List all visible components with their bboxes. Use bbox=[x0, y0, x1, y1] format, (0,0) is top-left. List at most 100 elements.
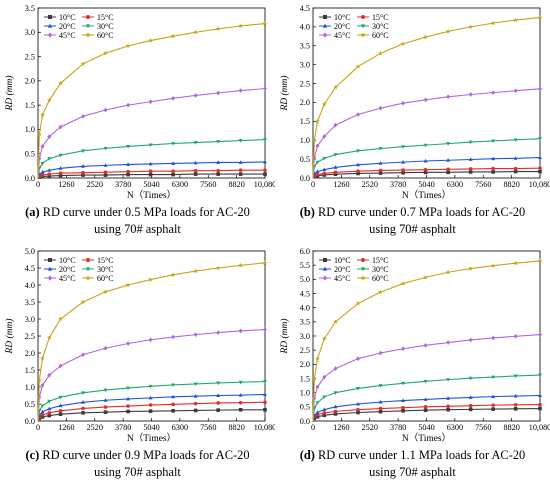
data-point bbox=[47, 172, 52, 176]
x-tick-label: 10,080 bbox=[254, 180, 275, 189]
data-point bbox=[468, 337, 473, 343]
y-tick-label: 2.0 bbox=[25, 349, 35, 358]
data-point bbox=[378, 105, 383, 111]
data-point bbox=[103, 398, 108, 402]
data-point bbox=[40, 413, 45, 417]
data-point bbox=[193, 332, 198, 337]
data-point bbox=[513, 403, 518, 407]
chart-svg-c: 0.0 0.5 1.0 1.5 2.0 2.5 3.0 3.5 4.0 4.5 5.0 0 1260 25… bbox=[4, 247, 275, 443]
data-point bbox=[263, 392, 267, 396]
data-point bbox=[125, 43, 131, 48]
data-point bbox=[423, 143, 428, 148]
data-point bbox=[423, 397, 428, 401]
x-tick-label: 3780 bbox=[115, 180, 131, 189]
data-point bbox=[238, 160, 243, 164]
chart-svg-a: 0.0 0.5 1.0 1.5 2.0 2.5 3.0 3.5 0 1260 2520 3780 504… bbox=[4, 4, 275, 200]
y-axis-label: RD (mm) bbox=[279, 75, 290, 111]
y-tick-label: 5.0 bbox=[25, 247, 35, 256]
legend-swatch-marker bbox=[48, 15, 52, 19]
data-point bbox=[238, 380, 243, 385]
legend-label: 60°C bbox=[372, 274, 389, 283]
series-line bbox=[37, 161, 266, 179]
legend-label: 45°C bbox=[334, 274, 351, 283]
caption-line2-b: using 70# asphalt bbox=[369, 222, 456, 236]
legend-label: 60°C bbox=[97, 31, 114, 40]
y-tick-label: 0.0 bbox=[25, 417, 35, 426]
data-point bbox=[378, 350, 383, 356]
series-line bbox=[37, 22, 266, 179]
x-tick-label: 0 bbox=[311, 423, 315, 432]
data-point bbox=[238, 262, 244, 268]
legend-label: 20°C bbox=[59, 22, 76, 31]
y-axis-label: RD (mm) bbox=[4, 75, 15, 111]
data-point bbox=[401, 159, 406, 164]
data-point bbox=[80, 299, 86, 305]
legend-swatch-marker bbox=[47, 32, 53, 38]
data-point bbox=[148, 161, 153, 166]
data-point bbox=[311, 137, 317, 143]
data-point bbox=[333, 412, 338, 416]
data-point bbox=[446, 158, 451, 162]
data-point bbox=[423, 34, 428, 40]
legend-swatch-marker bbox=[361, 258, 365, 262]
y-tick-label: 2.5 bbox=[25, 332, 35, 341]
data-point bbox=[40, 409, 45, 414]
data-point bbox=[446, 170, 450, 175]
y-tick-label: 5.0 bbox=[300, 275, 310, 284]
x-tick-label: 5040 bbox=[418, 180, 434, 189]
series-line bbox=[37, 328, 266, 422]
data-point bbox=[148, 337, 153, 343]
data-point bbox=[216, 381, 221, 386]
data-point bbox=[513, 166, 518, 171]
data-point bbox=[263, 327, 267, 332]
data-point bbox=[468, 140, 473, 145]
y-tick-label: 3.5 bbox=[300, 42, 310, 51]
data-point bbox=[322, 411, 327, 415]
data-point bbox=[171, 161, 176, 165]
data-point bbox=[401, 398, 406, 403]
data-point bbox=[47, 411, 52, 415]
data-point bbox=[445, 28, 451, 34]
caption-tag-a: (a) bbox=[25, 205, 40, 219]
legend-label: 60°C bbox=[372, 31, 389, 40]
data-point bbox=[216, 140, 221, 144]
legend-label: 30°C bbox=[97, 265, 114, 274]
data-point bbox=[103, 388, 108, 393]
legend-label: 10°C bbox=[59, 256, 76, 265]
data-point bbox=[58, 124, 63, 130]
data-point bbox=[40, 415, 45, 419]
data-point bbox=[538, 402, 542, 407]
data-point bbox=[103, 289, 108, 294]
data-point bbox=[58, 166, 63, 170]
data-point bbox=[513, 88, 518, 94]
data-point bbox=[468, 24, 474, 29]
x-axis-label: N（Times） bbox=[402, 432, 451, 443]
data-point bbox=[356, 162, 361, 167]
data-point bbox=[148, 384, 153, 389]
x-tick-label: 6300 bbox=[172, 423, 188, 432]
legend-swatch-marker bbox=[322, 266, 328, 271]
data-point bbox=[148, 277, 153, 282]
data-point bbox=[193, 268, 199, 274]
data-point bbox=[238, 168, 243, 173]
y-tick-label: 4.0 bbox=[25, 281, 35, 290]
data-point bbox=[238, 407, 243, 412]
y-tick-label: 3.0 bbox=[300, 332, 310, 341]
legend-label: 10°C bbox=[59, 13, 76, 22]
data-point bbox=[538, 166, 542, 170]
data-point bbox=[170, 272, 176, 277]
legend-swatch-marker bbox=[360, 267, 366, 272]
y-tick-label: 2.0 bbox=[25, 77, 35, 86]
x-tick-label: 2520 bbox=[362, 423, 378, 432]
caption-line1-c: RD curve under 0.9 MPa loads for AC-20 bbox=[42, 448, 250, 462]
data-point bbox=[126, 409, 130, 414]
data-point bbox=[423, 343, 428, 348]
data-point bbox=[58, 171, 63, 175]
data-point bbox=[170, 33, 176, 39]
data-point bbox=[538, 86, 542, 92]
x-tick-label: 10,080 bbox=[529, 180, 550, 189]
data-point bbox=[378, 147, 383, 151]
data-point bbox=[333, 170, 338, 175]
data-point bbox=[378, 171, 383, 175]
caption-d: (d) RD curve under 1.1 MPa loads for AC-… bbox=[275, 447, 550, 481]
